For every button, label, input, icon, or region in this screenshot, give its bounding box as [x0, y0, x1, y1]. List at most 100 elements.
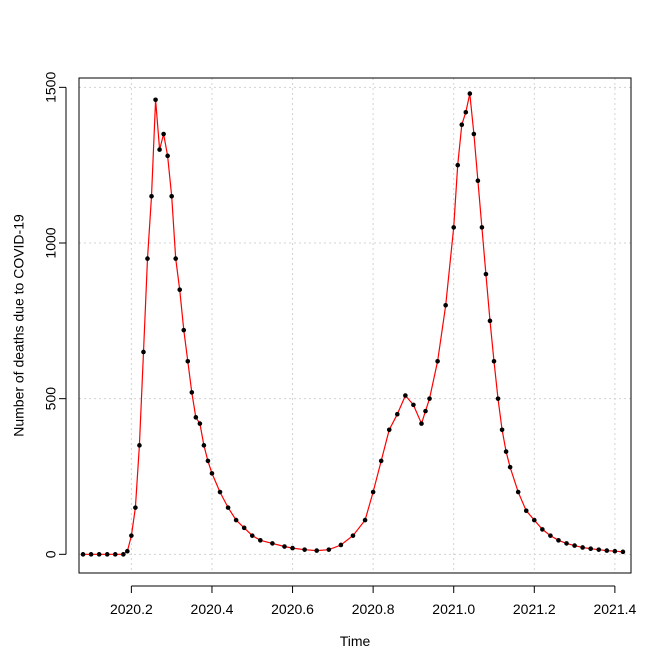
data-point	[88, 552, 94, 557]
data-point	[112, 552, 118, 557]
data-point	[419, 421, 424, 426]
data-point	[548, 533, 553, 538]
data-point	[129, 533, 134, 538]
data-point	[149, 194, 154, 199]
data-point	[455, 162, 461, 168]
data-point	[133, 505, 138, 510]
x-tick-label: 2020.2	[110, 601, 153, 617]
data-point	[141, 349, 146, 355]
data-point	[612, 548, 618, 554]
plot-frame	[78, 77, 632, 574]
data-point	[258, 538, 263, 543]
data-point	[173, 256, 179, 261]
x-axis-title: Time	[340, 633, 371, 649]
data-point	[507, 464, 513, 470]
data-point	[217, 489, 223, 495]
data-point	[185, 359, 191, 364]
data-point	[556, 538, 561, 543]
death-count-line	[83, 93, 623, 555]
data-point	[96, 552, 102, 557]
data-point	[169, 194, 174, 199]
data-point	[205, 458, 211, 464]
data-point	[487, 318, 493, 324]
data-point	[395, 411, 400, 417]
data-point	[209, 471, 215, 476]
data-point	[80, 552, 86, 557]
data-point	[475, 178, 481, 184]
data-point	[197, 421, 203, 426]
data-point	[531, 517, 537, 523]
data-point	[499, 427, 505, 433]
data-point	[104, 552, 110, 557]
data-point	[241, 525, 247, 531]
data-point	[177, 287, 183, 292]
y-tick-label: 500	[43, 387, 59, 411]
data-point	[604, 548, 610, 553]
data-point	[137, 443, 142, 448]
data-point	[572, 543, 577, 548]
data-point	[362, 517, 368, 523]
data-point	[620, 549, 626, 555]
data-point	[282, 544, 287, 549]
x-tick-label: 2020.4	[191, 601, 234, 617]
series-line	[83, 93, 623, 555]
data-point	[386, 427, 392, 433]
x-axis: 2020.2 2020.4 2020.6 2020.8 2021.0 2021.2 2021…	[110, 585, 637, 617]
data-point	[427, 396, 432, 401]
data-point	[225, 505, 231, 510]
y-axis: 0 500 1000 1500	[43, 72, 67, 558]
data-point	[588, 546, 594, 552]
y-tick-label: 1000	[43, 227, 59, 258]
x-tick-label: 2021.2	[513, 601, 556, 617]
data-point	[157, 147, 162, 152]
data-point	[596, 547, 602, 552]
data-point	[411, 402, 416, 408]
data-point	[153, 97, 158, 103]
data-point	[233, 517, 239, 523]
data-point	[483, 271, 489, 277]
x-tick-label: 2021.0	[432, 601, 475, 617]
data-point	[326, 547, 332, 552]
data-point	[523, 508, 529, 514]
data-point	[459, 122, 465, 127]
data-point	[302, 547, 307, 552]
x-tick-label: 2021.4	[593, 601, 636, 617]
data-point	[145, 256, 150, 261]
data-point	[161, 131, 166, 137]
data-point	[495, 396, 501, 401]
data-point	[290, 545, 295, 551]
x-tick-label: 2020.6	[271, 601, 314, 617]
data-point	[201, 443, 207, 448]
data-point	[467, 91, 473, 96]
data-point	[451, 225, 457, 230]
data-point	[491, 359, 497, 364]
data-point	[270, 541, 275, 546]
data-point	[314, 548, 320, 553]
data-point	[181, 327, 187, 333]
data-point	[249, 533, 255, 538]
data-point	[564, 541, 569, 546]
data-point	[165, 153, 170, 159]
data-point	[503, 449, 509, 454]
data-point	[515, 489, 521, 495]
data-point	[463, 109, 469, 115]
data-point	[580, 545, 585, 550]
data-point	[479, 225, 485, 230]
data-point	[471, 131, 477, 137]
y-tick-label: 1500	[43, 72, 59, 103]
y-axis-title: Number of deaths due to COVID-19	[11, 214, 27, 437]
data-point	[338, 542, 344, 548]
data-point	[540, 527, 545, 532]
data-point	[443, 302, 448, 308]
grid	[79, 78, 631, 573]
data-point	[121, 552, 126, 557]
x-tick-label: 2020.8	[352, 601, 395, 617]
data-point	[370, 489, 376, 495]
data-point	[350, 533, 356, 538]
data-point	[403, 393, 408, 398]
data-point	[423, 408, 428, 414]
data-point	[189, 390, 195, 395]
data-point	[435, 359, 440, 364]
y-tick-label: 0	[43, 550, 59, 558]
